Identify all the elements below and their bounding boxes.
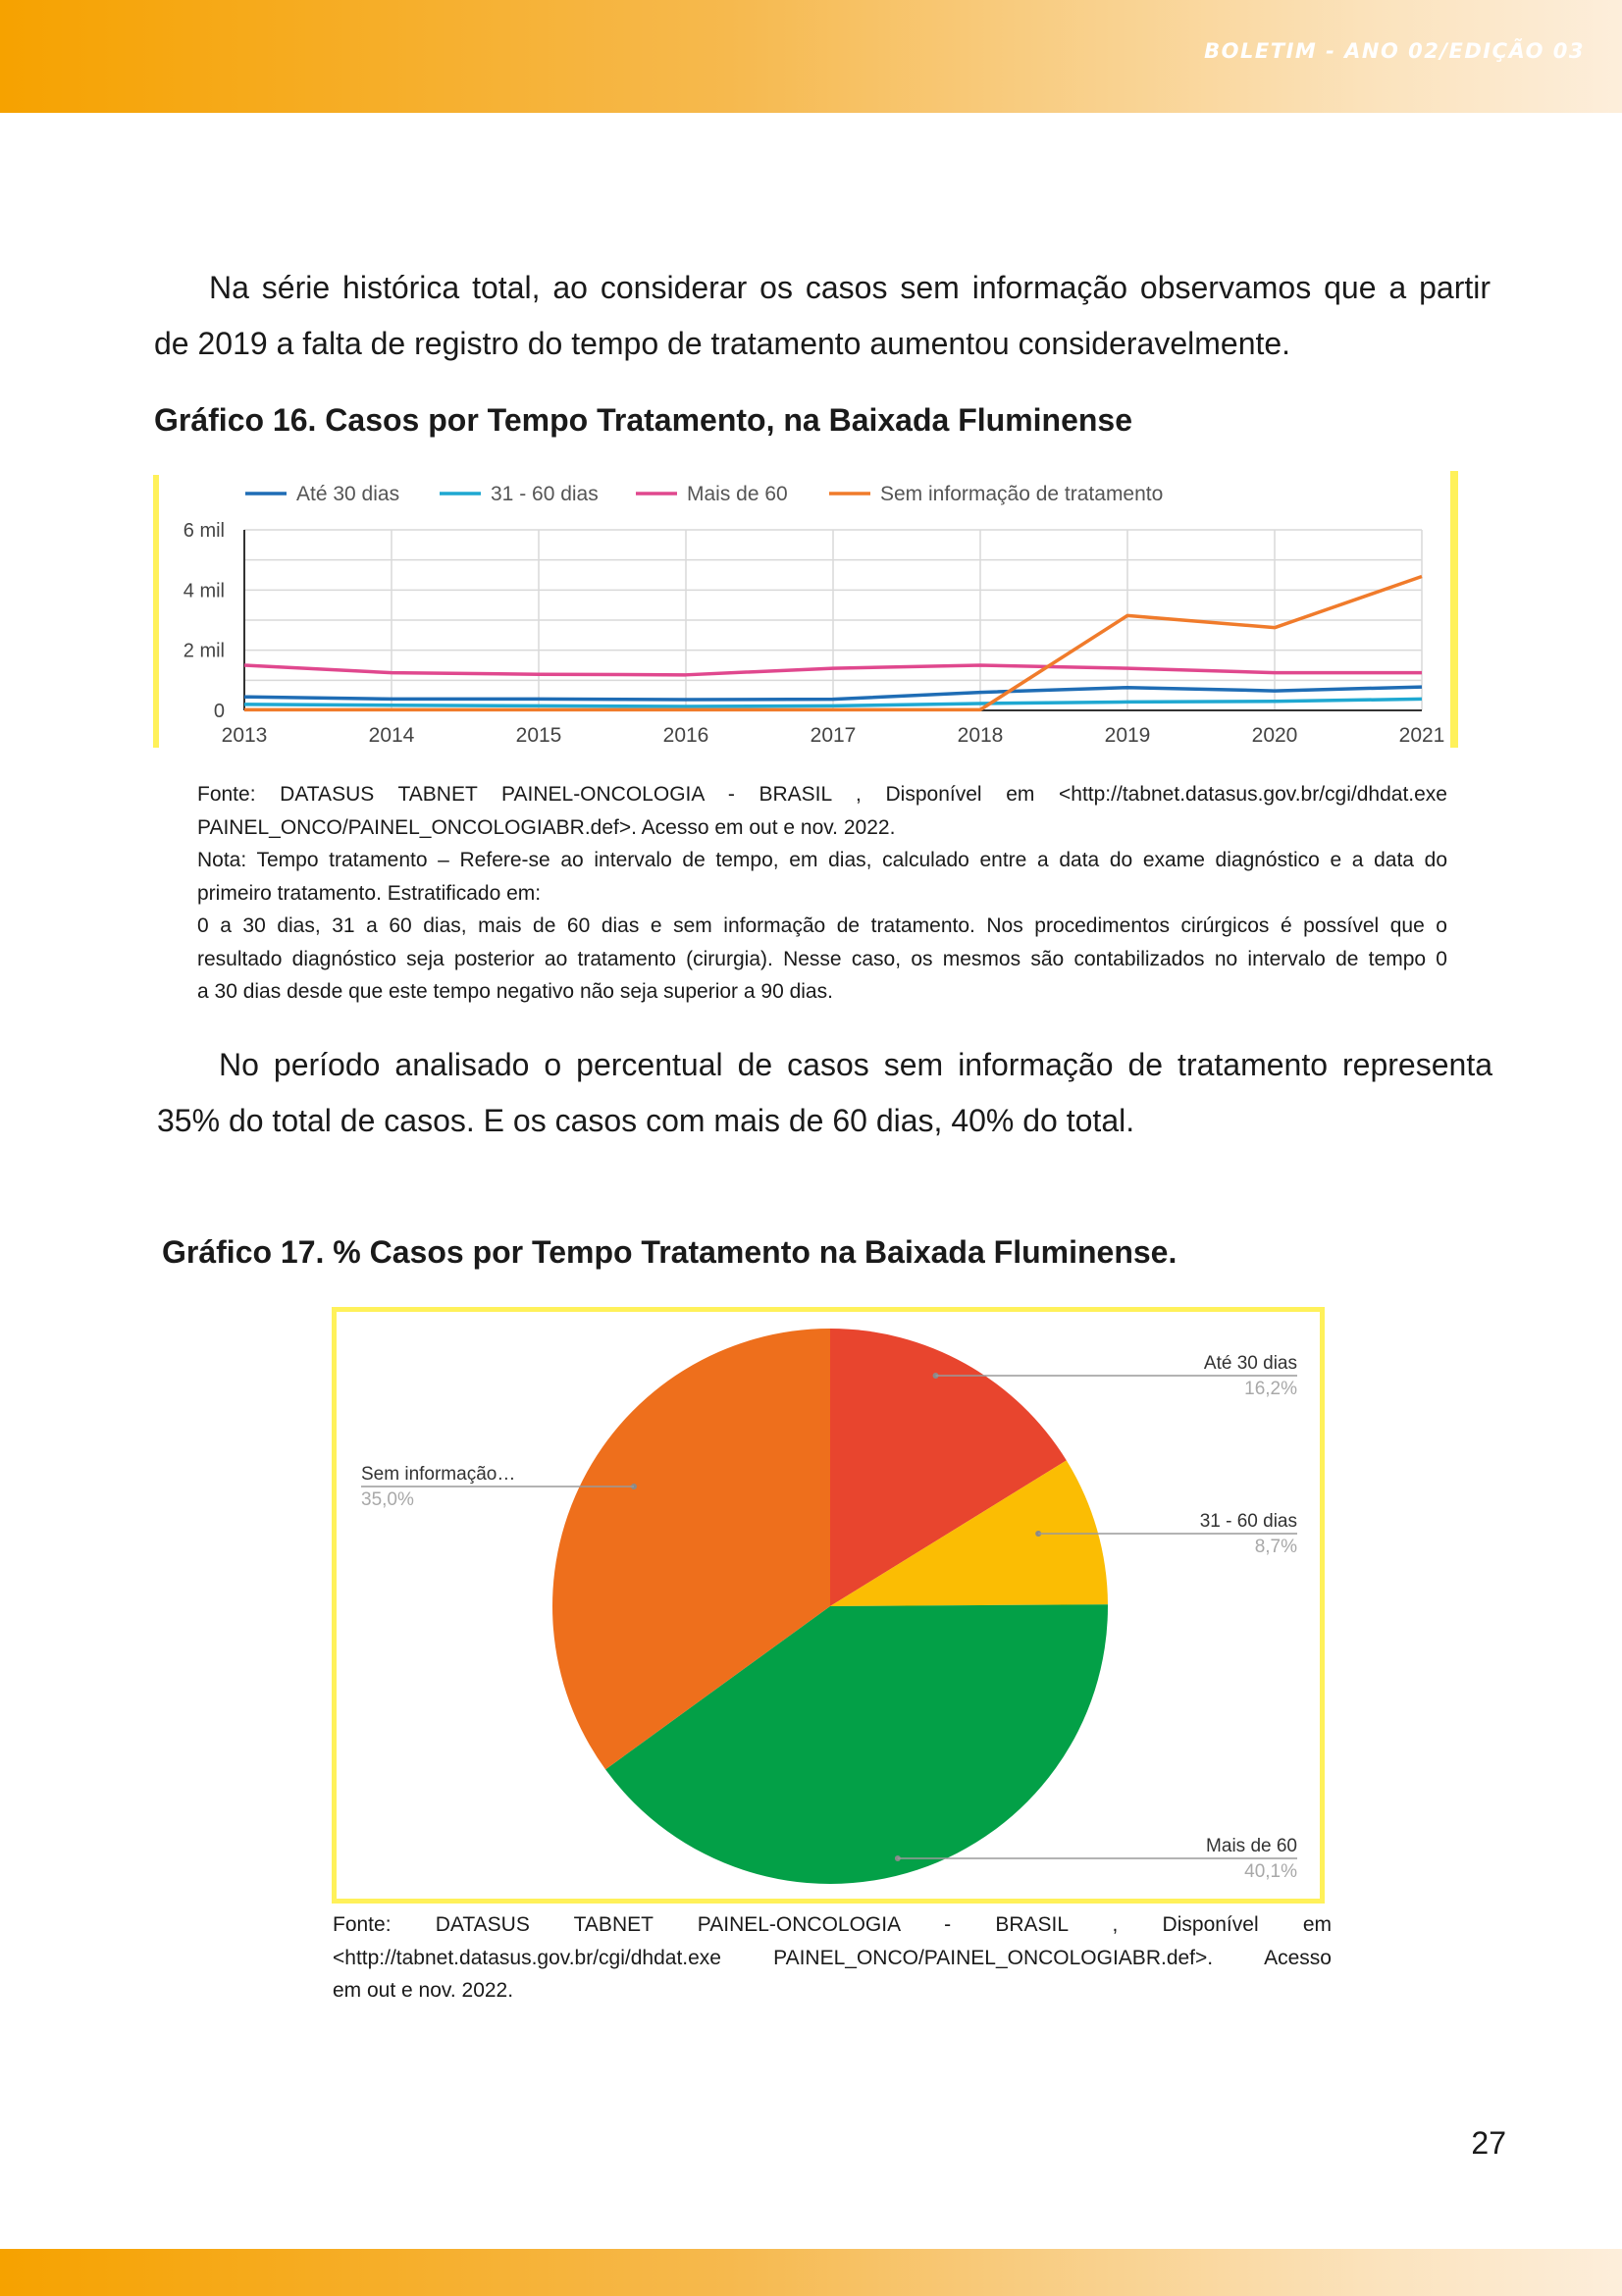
intro-line-2: de 2019 a falta de registro do tempo de … xyxy=(154,326,1291,361)
chart16-source-note: Fonte: DATASUS TABNET PAINEL-ONCOLOGIA -… xyxy=(197,778,1447,1009)
source16-line-3: Nota: Tempo tratamento – Refere-se ao in… xyxy=(197,849,1447,871)
slice-value-label: 16,2% xyxy=(1244,1379,1297,1399)
header-title: BOLETIM - ANO 02/EDIÇÃO 03 xyxy=(1204,39,1585,63)
slice-label: Mais de 60 xyxy=(1206,1836,1297,1856)
middle-paragraph: No período analisado o percentual de cas… xyxy=(157,1037,1492,1149)
chart17-source-note: Fonte: DATASUS TABNET PAINEL-ONCOLOGIA -… xyxy=(333,1908,1332,2008)
slice-value-label: 35,0% xyxy=(361,1489,414,1510)
middle-line-1: No período analisado o percentual de cas… xyxy=(219,1047,1492,1082)
chart17-pie-chart: Até 30 dias 16,2% 31 - 60 dias 8,7% Mais de … xyxy=(361,1329,1297,1884)
intro-paragraph: Na série histórica total, ao considerar … xyxy=(154,260,1491,372)
slice-label: Sem informação… xyxy=(361,1464,515,1485)
page-number: 27 xyxy=(1471,2125,1506,2161)
source16-line-1: Fonte: DATASUS TABNET PAINEL-ONCOLOGIA -… xyxy=(197,783,1447,806)
source16-line-5: 0 a 30 dias, 31 a 60 dias, mais de 60 di… xyxy=(197,914,1447,937)
x-tick-label: 2021 xyxy=(1399,724,1445,747)
x-tick-label: 2014 xyxy=(369,724,415,747)
chart16-frame-left xyxy=(153,475,159,748)
x-tick-label: 2018 xyxy=(958,724,1004,747)
source17-line-2: <http://tabnet.datasus.gov.br/cgi/dhdat.… xyxy=(333,1946,1332,1969)
source16-line-6: resultado diagnóstico seja posterior ao … xyxy=(197,947,1447,970)
chart17-caption: Gráfico 17. % Casos por Tempo Tratamento… xyxy=(162,1234,1177,1270)
series-line xyxy=(243,663,1422,677)
chart16-line-chart: 0 2 mil 4 mil 6 mil 2013 2014 2015 2016 2017 2018… xyxy=(183,483,1445,747)
footer-band xyxy=(0,2249,1622,2296)
series-line xyxy=(244,574,1423,712)
legend-label: Mais de 60 xyxy=(687,483,788,505)
x-tick-label: 2020 xyxy=(1252,724,1298,747)
pie-slice xyxy=(830,1460,1108,1606)
series-line xyxy=(243,685,1423,702)
chart17-frame xyxy=(332,1307,1325,1904)
source17-line-3: em out e nov. 2022. xyxy=(333,1979,514,2002)
x-tick-label: 2013 xyxy=(222,724,268,747)
x-tick-label: 2016 xyxy=(663,724,709,747)
intro-line-1: Na série histórica total, ao considerar … xyxy=(209,270,1491,305)
chart16-caption: Gráfico 16. Casos por Tempo Tratamento, … xyxy=(154,402,1133,438)
chart16-frame-right xyxy=(1450,471,1458,748)
series-line xyxy=(243,697,1423,708)
x-tick-label: 2019 xyxy=(1105,724,1151,747)
y-tick-label: 2 mil xyxy=(183,641,225,662)
y-tick-label: 4 mil xyxy=(183,580,225,601)
y-tick-label: 6 mil xyxy=(183,520,225,542)
slice-label: Até 30 dias xyxy=(1204,1353,1297,1374)
x-tick-label: 2017 xyxy=(811,724,857,747)
source16-line-2: PAINEL_ONCO/PAINEL_ONCOLOGIABR.def>. Ace… xyxy=(197,815,896,839)
legend-label: 31 - 60 dias xyxy=(491,483,599,505)
middle-line-2: 35% do total de casos. E os casos com ma… xyxy=(157,1103,1135,1138)
legend-label: Até 30 dias xyxy=(296,483,399,505)
slice-label: 31 - 60 dias xyxy=(1200,1511,1297,1532)
header-band xyxy=(0,0,1622,113)
source16-line-4: primeiro tratamento. Estratificado em: xyxy=(197,881,542,905)
pie-slice xyxy=(552,1329,830,1770)
y-tick-label: 0 xyxy=(214,701,225,722)
slice-value-label: 40,1% xyxy=(1244,1861,1297,1882)
legend-label: Sem informação de tratamento xyxy=(880,483,1163,505)
pie-slice xyxy=(830,1329,1067,1606)
source17-line-1: Fonte: DATASUS TABNET PAINEL-ONCOLOGIA -… xyxy=(333,1913,1332,1936)
slice-value-label: 8,7% xyxy=(1255,1537,1297,1557)
pie-slice xyxy=(605,1604,1108,1884)
x-tick-label: 2015 xyxy=(516,724,562,747)
source16-line-7: a 30 dias desde que este tempo negativo … xyxy=(197,980,833,1003)
